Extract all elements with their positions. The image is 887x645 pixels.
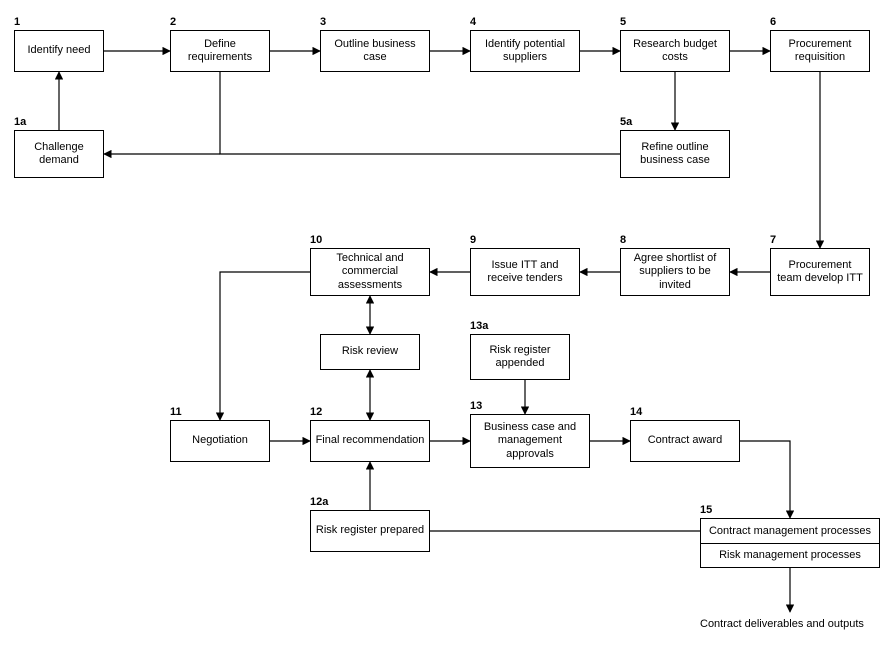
flowchart-canvas: 1 Identify need 2 Define requirements 3 …: [0, 0, 887, 645]
node-15-number: 15: [700, 504, 712, 516]
node-12a-label: Risk register prepared: [316, 524, 424, 537]
node-1a-label: Challenge demand: [19, 141, 99, 167]
node-contract-award: Contract award: [630, 420, 740, 462]
node-5a-label: Refine outline business case: [625, 141, 725, 167]
node-14-number: 14: [630, 406, 642, 418]
node-11-label: Negotiation: [192, 434, 248, 447]
node-12a-number: 12a: [310, 496, 328, 508]
edge: [220, 272, 310, 420]
node-14-label: Contract award: [648, 434, 723, 447]
node-identify-suppliers: Identify potential suppliers: [470, 30, 580, 72]
node-3-number: 3: [320, 16, 326, 28]
node-risk-register-prepared: Risk register prepared: [310, 510, 430, 552]
node-develop-itt: Procurement team develop ITT: [770, 248, 870, 296]
node-final-recommendation: Final recommendation: [310, 420, 430, 462]
node-5-label: Research budget costs: [625, 38, 725, 64]
node-risk-review-label: Risk review: [342, 345, 398, 358]
node-10-label: Technical and commercial assessments: [315, 252, 425, 292]
edge: [740, 441, 790, 518]
node-12-label: Final recommendation: [316, 434, 425, 447]
node-outline-business-case: Outline business case: [320, 30, 430, 72]
node-13a-number: 13a: [470, 320, 488, 332]
node-7-number: 7: [770, 234, 776, 246]
node-10-number: 10: [310, 234, 322, 246]
node-9-number: 9: [470, 234, 476, 246]
node-6-label: Procurement requisition: [775, 38, 865, 64]
node-2-number: 2: [170, 16, 176, 28]
node-identify-need: Identify need: [14, 30, 104, 72]
node-4-label: Identify potential suppliers: [475, 38, 575, 64]
edge: [220, 72, 620, 154]
node-research-budget: Research budget costs: [620, 30, 730, 72]
node-risk-review: Risk review: [320, 334, 420, 370]
node-15a-label: Contract management processes: [701, 519, 879, 543]
node-5-number: 5: [620, 16, 626, 28]
node-13a-label: Risk register appended: [475, 344, 565, 370]
node-15b-label: Risk management processes: [701, 543, 879, 568]
node-2-label: Define requirements: [175, 38, 265, 64]
node-agree-shortlist: Agree shortlist of suppliers to be invit…: [620, 248, 730, 296]
node-issue-itt: Issue ITT and receive tenders: [470, 248, 580, 296]
node-define-requirements: Define requirements: [170, 30, 270, 72]
node-13-number: 13: [470, 400, 482, 412]
node-8-number: 8: [620, 234, 626, 246]
node-9-label: Issue ITT and receive tenders: [475, 259, 575, 285]
node-1a-number: 1a: [14, 116, 26, 128]
output-label: Contract deliverables and outputs: [700, 618, 864, 630]
node-12-number: 12: [310, 406, 322, 418]
node-15-stack: Contract management processes Risk manag…: [700, 518, 880, 568]
node-6-number: 6: [770, 16, 776, 28]
node-challenge-demand: Challenge demand: [14, 130, 104, 178]
node-13-label: Business case and management approvals: [475, 421, 585, 461]
node-procurement-requisition: Procurement requisition: [770, 30, 870, 72]
node-refine-business-case: Refine outline business case: [620, 130, 730, 178]
node-1-label: Identify need: [28, 44, 91, 57]
node-risk-register-appended: Risk register appended: [470, 334, 570, 380]
node-3-label: Outline business case: [325, 38, 425, 64]
node-7-label: Procurement team develop ITT: [775, 259, 865, 285]
node-business-case-approvals: Business case and management approvals: [470, 414, 590, 468]
node-8-label: Agree shortlist of suppliers to be invit…: [625, 252, 725, 292]
node-5a-number: 5a: [620, 116, 632, 128]
node-negotiation: Negotiation: [170, 420, 270, 462]
node-1-number: 1: [14, 16, 20, 28]
node-assessments: Technical and commercial assessments: [310, 248, 430, 296]
node-11-number: 11: [170, 406, 182, 418]
node-4-number: 4: [470, 16, 476, 28]
